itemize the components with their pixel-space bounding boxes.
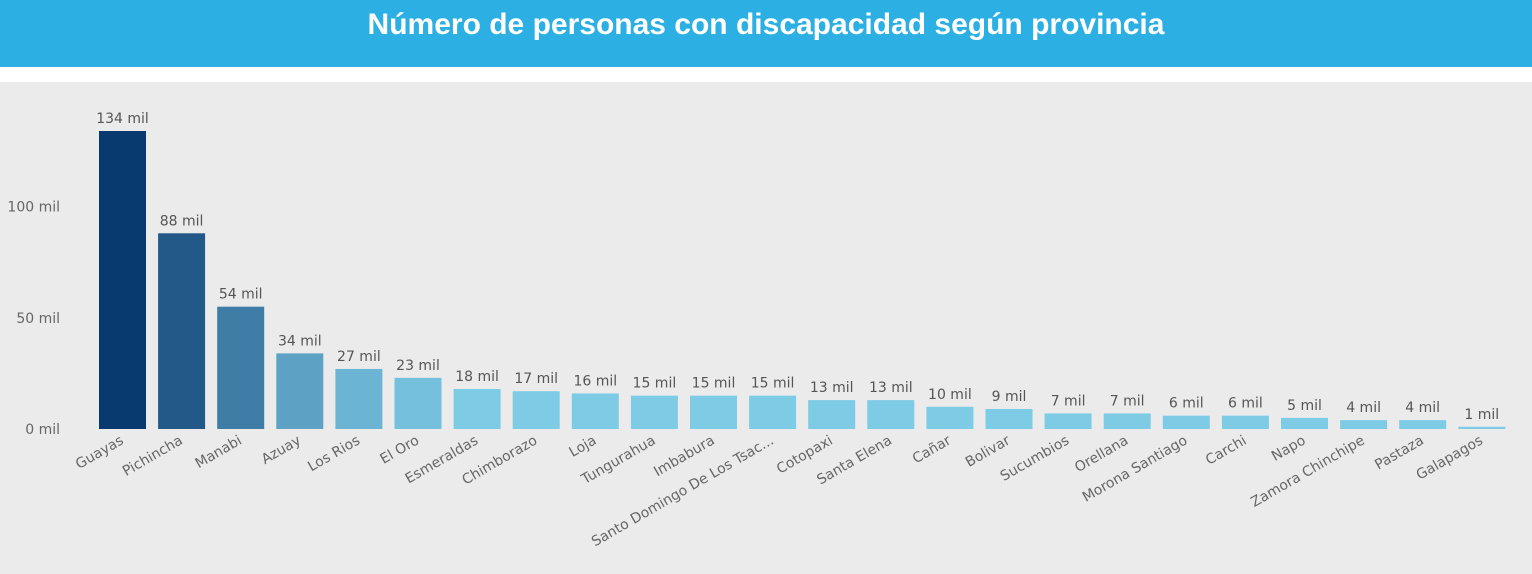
bar — [749, 395, 797, 429]
bar — [1281, 417, 1328, 429]
data-label: 6 mil — [1169, 396, 1204, 412]
x-tick-label: Galapagos — [1414, 433, 1486, 484]
y-tick-label: 50 mil — [16, 311, 60, 327]
data-label: 15 mil — [751, 376, 795, 392]
x-tick-label: Loja — [567, 433, 600, 461]
bar — [1103, 413, 1151, 429]
chart-title: Número de personas con discapacidad segú… — [367, 8, 1165, 41]
data-label: 4 mil — [1405, 400, 1440, 416]
data-label: 13 mil — [810, 380, 854, 396]
bar — [99, 131, 146, 429]
x-tick-label: Napo — [1269, 433, 1309, 465]
title-bar: Número de personas con discapacidad segú… — [0, 0, 1532, 67]
data-label: 7 mil — [1051, 393, 1086, 409]
data-label: 1 mil — [1464, 407, 1499, 423]
bar — [808, 400, 856, 429]
data-label: 5 mil — [1287, 398, 1322, 414]
bar — [1340, 420, 1388, 429]
data-label: 27 mil — [337, 349, 381, 365]
y-tick-label: 100 mil — [7, 200, 60, 216]
x-tick-label: Pichincha — [120, 433, 186, 480]
data-label: 4 mil — [1346, 400, 1381, 416]
x-tick-label: Carchi — [1203, 433, 1249, 469]
bar-chart: 0 mil 50 mil 100 mil 134 mil Guayas 88 mil Pic… — [7, 111, 1506, 550]
x-tick-label: Guayas — [73, 433, 126, 473]
data-label: 16 mil — [573, 373, 617, 389]
x-tick-label: Azuay — [259, 433, 304, 468]
chart-panel: 0 mil 50 mil 100 mil 134 mil Guayas 88 mil Pic… — [0, 82, 1532, 574]
data-label: 134 mil — [96, 111, 149, 127]
bar — [158, 233, 206, 429]
data-label: 54 mil — [219, 287, 263, 303]
x-tick-label: Los Rios — [305, 433, 363, 476]
bar — [1044, 413, 1092, 429]
bar — [1458, 426, 1506, 429]
x-tick-label: Morona Santiago — [1080, 433, 1190, 506]
x-tick-label: Bolivar — [963, 432, 1013, 470]
bar — [690, 395, 737, 429]
bar — [276, 353, 324, 429]
bar — [1162, 415, 1210, 429]
data-label: 15 mil — [692, 376, 736, 392]
bar — [926, 406, 974, 429]
bar — [453, 388, 501, 429]
bar — [1399, 420, 1447, 429]
data-label: 9 mil — [992, 389, 1027, 405]
data-label: 10 mil — [928, 387, 972, 403]
x-tick-label: Zamora Chinchipe — [1248, 433, 1367, 511]
bar — [217, 306, 265, 429]
data-label: 17 mil — [514, 371, 558, 387]
data-label: 15 mil — [633, 376, 677, 392]
data-label: 6 mil — [1228, 396, 1263, 412]
bar — [1221, 415, 1269, 429]
data-label: 7 mil — [1110, 393, 1145, 409]
bar — [394, 377, 442, 429]
bar — [512, 391, 560, 429]
x-tick-label: Cañar — [910, 432, 954, 467]
x-tick-label: El Oro — [377, 433, 422, 468]
data-label: 88 mil — [160, 213, 204, 229]
bar — [867, 400, 915, 429]
data-label: 23 mil — [396, 358, 440, 374]
bar — [571, 393, 619, 429]
bar — [335, 368, 383, 429]
data-label: 13 mil — [869, 380, 913, 396]
data-label: 34 mil — [278, 333, 322, 349]
y-tick-label: 0 mil — [25, 422, 60, 438]
bar — [985, 408, 1033, 429]
data-label: 18 mil — [455, 369, 499, 385]
x-tick-label: Manabi — [193, 433, 245, 472]
bar — [630, 395, 678, 429]
